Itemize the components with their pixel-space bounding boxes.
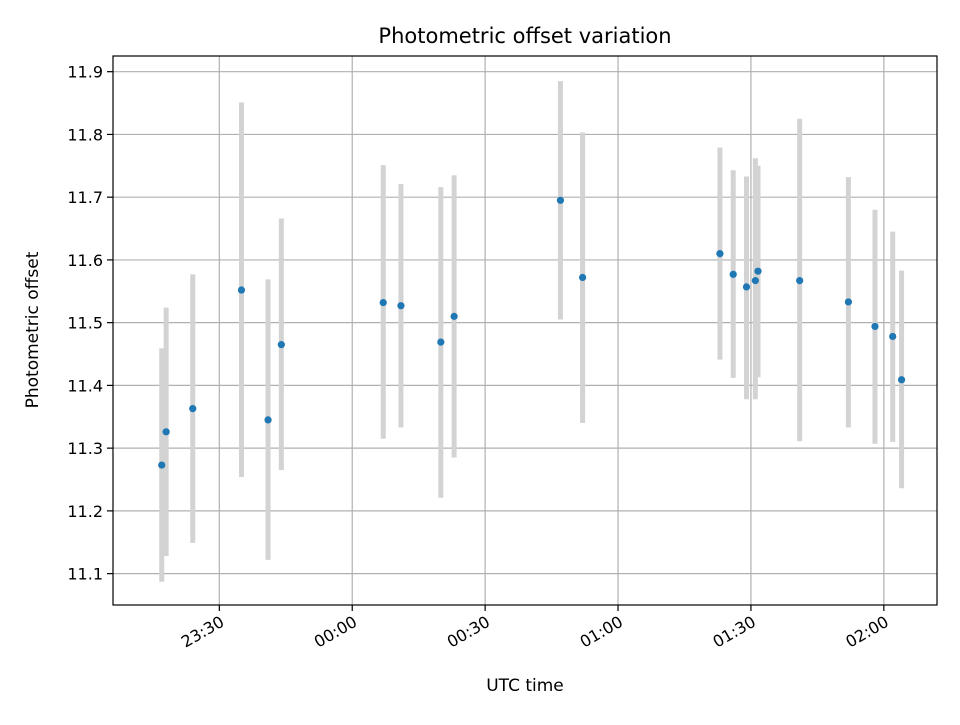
data-point	[556, 196, 565, 204]
data-point	[742, 283, 751, 291]
data-point	[437, 338, 445, 346]
y-tick-label: 11.4	[67, 376, 103, 395]
y-tick-label: 11.3	[67, 439, 103, 458]
data-point	[264, 416, 272, 424]
data-point	[578, 273, 587, 282]
data-point	[844, 298, 852, 306]
data-point	[450, 312, 458, 320]
y-tick-label: 11.6	[67, 251, 103, 270]
y-tick-label: 11.9	[67, 63, 103, 82]
data-point	[277, 341, 285, 349]
data-point	[379, 298, 387, 307]
data-point	[754, 267, 762, 275]
chart-title: Photometric offset variation	[378, 24, 671, 48]
y-tick-label: 11.1	[67, 565, 103, 584]
grid-layer	[113, 56, 937, 605]
data-point	[162, 428, 170, 436]
data-point	[889, 332, 897, 341]
data-point	[897, 376, 906, 384]
x-axis-label: UTC time	[486, 676, 564, 696]
data-point	[716, 250, 724, 258]
data-point	[871, 322, 879, 331]
point-layer	[158, 196, 906, 469]
data-point	[189, 405, 197, 413]
data-point	[158, 461, 166, 469]
data-point	[397, 302, 405, 310]
y-tick-label: 11.8	[67, 125, 103, 144]
data-point	[237, 286, 246, 294]
y-tick-label: 11.5	[67, 314, 103, 333]
data-point	[751, 277, 759, 285]
data-point	[796, 277, 804, 285]
y-tick-label: 11.7	[67, 188, 103, 207]
y-axis-label: Photometric offset	[23, 251, 43, 408]
y-tick-label: 11.2	[67, 502, 103, 521]
data-point	[729, 270, 737, 278]
plot-frame	[112, 55, 938, 606]
